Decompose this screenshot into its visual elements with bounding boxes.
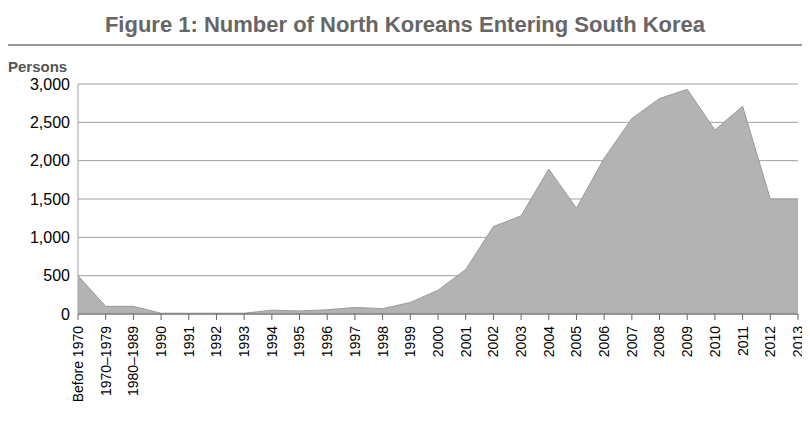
svg-text:1994: 1994 — [264, 326, 280, 357]
svg-text:1999: 1999 — [402, 326, 418, 357]
svg-text:2011: 2011 — [735, 326, 751, 356]
svg-text:2012: 2012 — [762, 326, 778, 357]
svg-text:1970–1979: 1970–1979 — [98, 326, 114, 396]
svg-text:Before 1970: Before 1970 — [70, 326, 86, 402]
html-text:Persons: Persons — [8, 58, 68, 75]
svg-text:2,500: 2,500 — [30, 114, 70, 131]
svg-text:2003: 2003 — [513, 326, 529, 357]
svg-text:1997: 1997 — [347, 326, 363, 357]
svg-text:1996: 1996 — [319, 326, 335, 357]
svg-text:0: 0 — [61, 306, 70, 323]
svg-text:2002: 2002 — [485, 326, 501, 357]
svg-text:2001: 2001 — [458, 326, 474, 357]
svg-text:2004: 2004 — [541, 326, 557, 357]
svg-text:2005: 2005 — [568, 326, 584, 357]
svg-text:1992: 1992 — [208, 326, 224, 357]
html-text:Figure 1: Number of North Kore: Figure 1: Number of North Koreans Enteri… — [104, 12, 706, 37]
svg-text:2010: 2010 — [707, 326, 723, 357]
svg-text:3,000: 3,000 — [30, 76, 70, 93]
svg-text:1,500: 1,500 — [30, 191, 70, 208]
svg-text:2000: 2000 — [430, 326, 446, 357]
svg-text:2006: 2006 — [596, 326, 612, 357]
svg-text:1980–1989: 1980–1989 — [125, 326, 141, 396]
svg-text:1998: 1998 — [375, 326, 391, 357]
svg-text:2007: 2007 — [624, 326, 640, 357]
svg-text:1990: 1990 — [153, 326, 169, 357]
svg-text:2009: 2009 — [679, 326, 695, 357]
svg-text:2008: 2008 — [651, 326, 667, 357]
svg-text:1,000: 1,000 — [30, 229, 70, 246]
svg-text:1993: 1993 — [236, 326, 252, 357]
svg-text:1991: 1991 — [181, 326, 197, 357]
svg-text:2013: 2013 — [790, 326, 802, 357]
svg-text:2,000: 2,000 — [30, 152, 70, 169]
svg-text:1995: 1995 — [291, 326, 307, 357]
svg-text:500: 500 — [43, 267, 70, 284]
